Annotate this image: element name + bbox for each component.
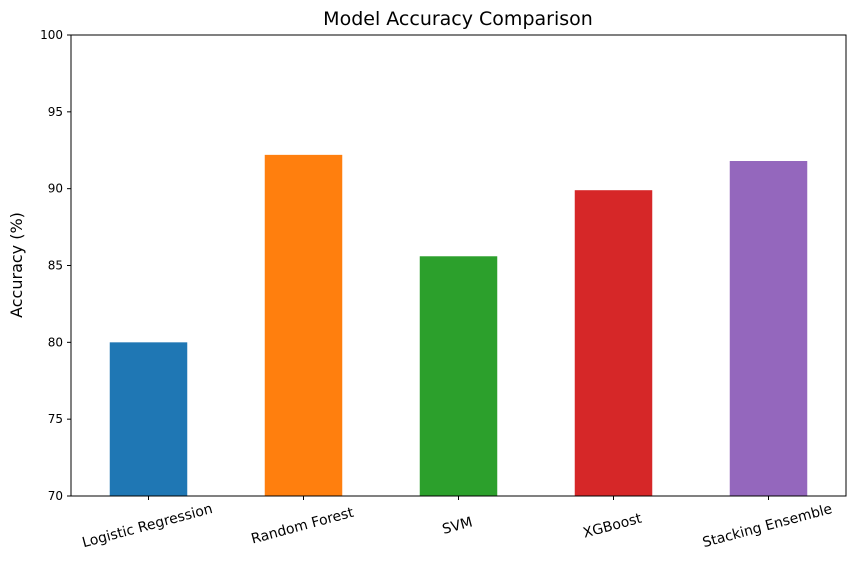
x-tick-label: SVM <box>441 514 475 537</box>
bar-xgboost <box>574 190 653 496</box>
y-tick-label: 100 <box>40 28 63 42</box>
chart-title: Model Accuracy Comparison <box>323 8 593 30</box>
x-tick-label: Logistic Regression <box>81 501 215 551</box>
y-tick-label: 75 <box>48 412 63 426</box>
plot-frame <box>70 34 847 497</box>
y-tick-label: 80 <box>48 335 63 349</box>
bar-random-forest <box>264 154 343 497</box>
bar-logistic-regression <box>109 342 188 496</box>
y-tick-label: 90 <box>48 182 63 196</box>
bars-group <box>109 154 808 497</box>
x-tick-label: Random Forest <box>249 505 355 548</box>
y-tick-label: 70 <box>48 489 63 503</box>
y-tick-label: 95 <box>48 105 63 119</box>
y-tick-label: 85 <box>48 259 63 273</box>
x-axis-ticks: Logistic Regression Random Forest SVM XGBoo… <box>81 496 834 551</box>
bar-stacking-ensemble <box>729 161 808 497</box>
x-tick-label: XGBoost <box>581 511 644 542</box>
bar-svm <box>419 256 498 496</box>
x-tick-label: Stacking Ensemble <box>701 501 834 551</box>
y-axis-title: Accuracy (%) <box>7 212 26 318</box>
y-axis-ticks: 70 75 80 85 90 95 100 <box>40 28 71 503</box>
